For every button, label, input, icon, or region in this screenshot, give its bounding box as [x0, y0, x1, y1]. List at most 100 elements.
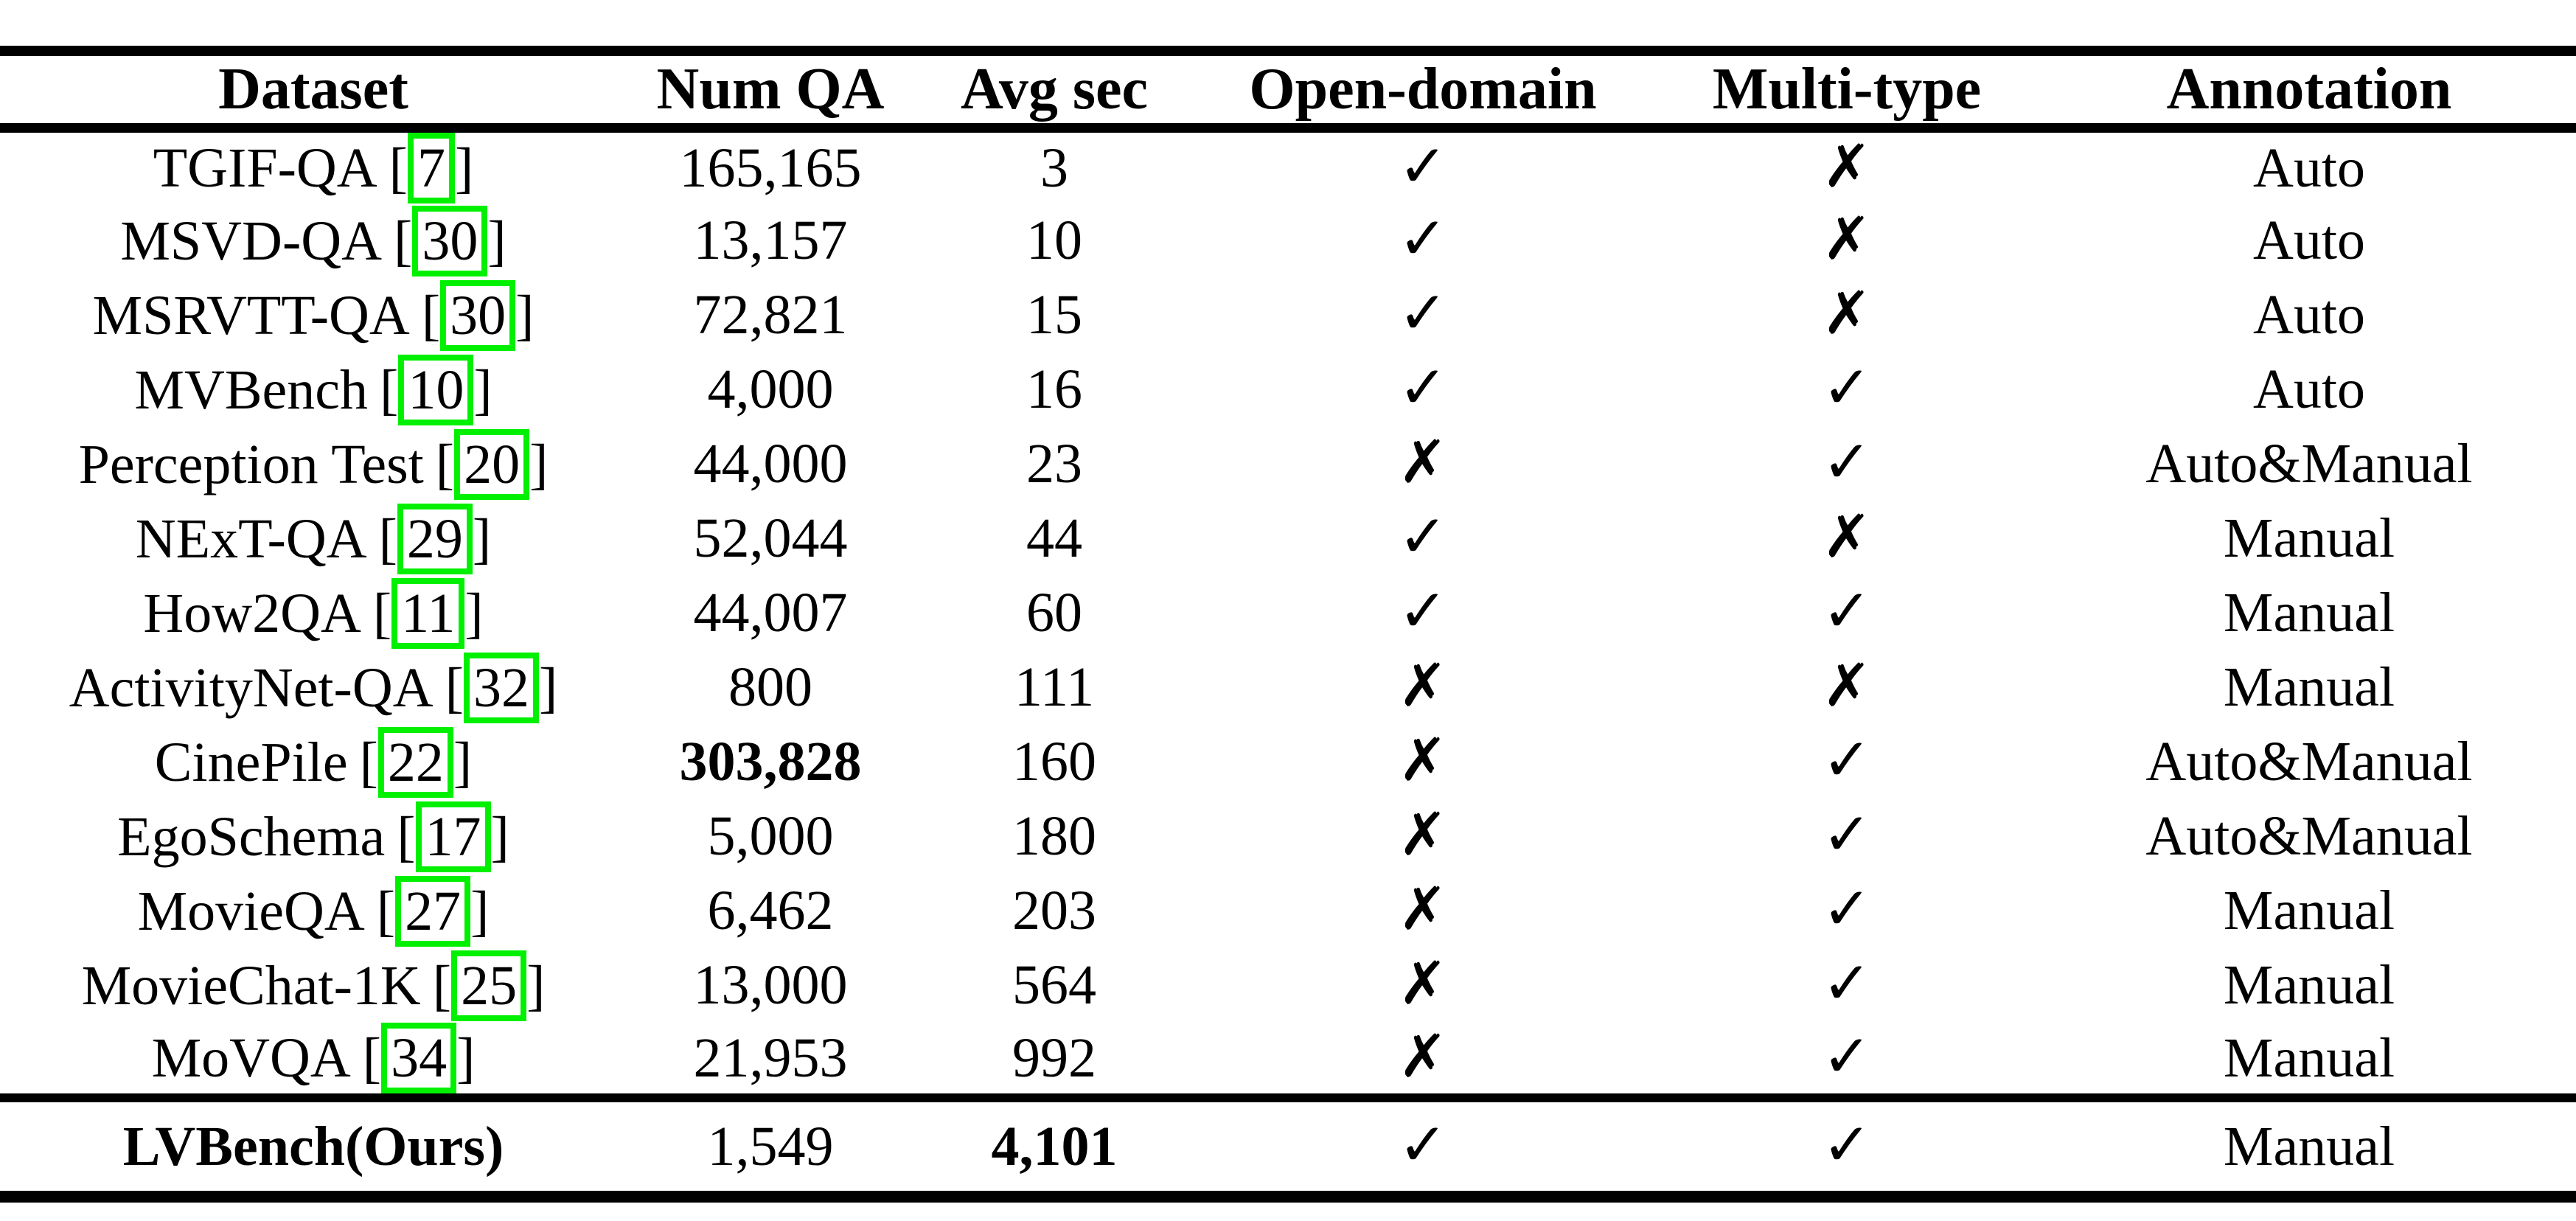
num-qa-cell: 13,157: [693, 209, 848, 271]
check-icon: ✓: [1822, 874, 1872, 943]
open-domain-cell: ✓: [1194, 128, 1651, 204]
avg-sec-cell: 180: [1012, 805, 1096, 867]
dataset-cell: MSVD-QA[30]: [0, 204, 627, 278]
dataset-cell: NExT-QA[29]: [0, 501, 627, 576]
multi-type-cell: ✓: [1651, 948, 2042, 1023]
table-row: ActivityNet-QA[32] 800 111 ✗ ✗ Manual: [0, 650, 2576, 725]
annotation-cell: Manual: [2223, 656, 2395, 718]
citation-link[interactable]: 34: [381, 1023, 457, 1093]
dataset-name: MVBench: [134, 358, 368, 421]
table-row: MovieQA[27] 6,462 203 ✗ ✓ Manual: [0, 874, 2576, 948]
citation-link[interactable]: 22: [377, 726, 453, 798]
annotation-cell: Auto: [2253, 358, 2365, 420]
dataset-name: MSRVTT-QA: [92, 284, 410, 347]
annotation-cell: Auto&Manual: [2145, 805, 2473, 867]
check-icon: ✓: [1822, 1021, 1872, 1090]
num-qa-cell: 1,549: [707, 1115, 834, 1177]
cross-icon: ✗: [1398, 800, 1448, 869]
citation: [22]: [360, 726, 472, 798]
open-domain-cell: ✓: [1194, 204, 1651, 278]
multi-type-cell: ✗: [1651, 650, 2042, 725]
citation-link[interactable]: 10: [398, 354, 474, 425]
open-domain-cell: ✓: [1194, 278, 1651, 352]
multi-type-cell: ✗: [1651, 204, 2042, 278]
table-row: CinePile[22] 303,828 160 ✗ ✓ Auto&Manual: [0, 725, 2576, 799]
annotation-cell: Auto&Manual: [2145, 731, 2473, 793]
check-icon: ✓: [1398, 279, 1448, 347]
cross-icon: ✗: [1398, 949, 1448, 1018]
citation-link[interactable]: 20: [454, 428, 530, 500]
annotation-cell: Manual: [2223, 507, 2395, 569]
open-domain-cell: ✓: [1194, 352, 1651, 427]
check-icon: ✓: [1822, 949, 1872, 1018]
citation-link[interactable]: 17: [415, 801, 491, 872]
avg-sec-cell: 15: [1026, 284, 1082, 346]
dataset-name: MoVQA: [151, 1027, 351, 1089]
dataset-name: How2QA: [143, 582, 361, 644]
dataset-cell: MovieChat-1K[25]: [0, 948, 627, 1023]
col-header-num-qa: Num QA: [656, 57, 885, 122]
avg-sec-cell: 16: [1026, 358, 1082, 420]
check-icon: ✓: [1398, 204, 1448, 273]
annotation-cell: Manual: [2223, 582, 2395, 644]
dataset-name: EgoSchema: [117, 805, 386, 868]
citation-link[interactable]: 11: [391, 577, 465, 649]
avg-sec-cell: 10: [1026, 209, 1082, 271]
citation-link[interactable]: 32: [463, 652, 539, 723]
check-icon: ✓: [1822, 353, 1872, 422]
avg-sec-cell: 564: [1012, 954, 1096, 1016]
table-body: TGIF-QA[7] 165,165 3 ✓ ✗ Auto MSVD-QA[30…: [0, 128, 2576, 1099]
citation-link[interactable]: 29: [397, 503, 473, 574]
cross-icon: ✗: [1398, 651, 1448, 720]
cross-icon: ✗: [1398, 428, 1448, 496]
num-qa-cell: 303,828: [679, 731, 862, 793]
cross-icon: ✗: [1398, 726, 1448, 794]
avg-sec-cell: 203: [1012, 880, 1096, 942]
dataset-name: NExT-QA: [135, 507, 367, 570]
multi-type-cell: ✓: [1651, 427, 2042, 501]
citation: [30]: [394, 205, 507, 276]
annotation-cell: Manual: [2223, 1115, 2395, 1177]
avg-sec-cell: 3: [1040, 136, 1068, 199]
dataset-comparison-table: Dataset Num QA Avg sec Open-domain Multi…: [0, 46, 2576, 1203]
check-icon: ✓: [1822, 1110, 1872, 1179]
avg-sec-cell: 111: [1014, 656, 1095, 718]
num-qa-cell: 21,953: [693, 1026, 848, 1089]
multi-type-cell: ✓: [1651, 1098, 2042, 1197]
table-row: MSRVTT-QA[30] 72,821 15 ✓ ✗ Auto: [0, 278, 2576, 352]
citation-link[interactable]: 25: [451, 950, 527, 1021]
dataset-cell: MoVQA[34]: [0, 1023, 627, 1098]
table-row: NExT-QA[29] 52,044 44 ✓ ✗ Manual: [0, 501, 2576, 576]
dataset-cell: EgoSchema[17]: [0, 799, 627, 874]
dataset-name: Perception Test: [78, 433, 424, 495]
dataset-cell: TGIF-QA[7]: [0, 128, 627, 204]
check-icon: ✓: [1398, 1110, 1448, 1179]
citation: [29]: [379, 503, 491, 574]
check-icon: ✓: [1398, 131, 1448, 201]
citation-link[interactable]: 7: [407, 133, 455, 204]
cross-icon: ✗: [1398, 1021, 1448, 1090]
cross-icon: ✗: [1822, 651, 1872, 720]
open-domain-cell: ✗: [1194, 725, 1651, 799]
open-domain-cell: ✗: [1194, 1023, 1651, 1098]
dataset-cell: MovieQA[27]: [0, 874, 627, 948]
citation: [10]: [380, 354, 492, 425]
multi-type-cell: ✓: [1651, 1023, 2042, 1098]
open-domain-cell: ✗: [1194, 874, 1651, 948]
citation-link[interactable]: 30: [412, 205, 488, 276]
num-qa-cell: 72,821: [693, 284, 848, 346]
multi-type-cell: ✓: [1651, 874, 2042, 948]
avg-sec-cell: 992: [1012, 1026, 1096, 1089]
citation: [20]: [436, 428, 548, 500]
citation: [30]: [422, 279, 534, 351]
check-icon: ✓: [1822, 577, 1872, 645]
multi-type-cell: ✗: [1651, 278, 2042, 352]
num-qa-cell: 5,000: [707, 805, 834, 867]
num-qa-cell: 44,000: [693, 433, 848, 495]
avg-sec-cell: 44: [1026, 507, 1082, 569]
citation: [7]: [389, 133, 473, 204]
open-domain-cell: ✓: [1194, 1098, 1651, 1197]
citation-link[interactable]: 30: [440, 279, 516, 351]
citation-link[interactable]: 27: [395, 875, 471, 947]
